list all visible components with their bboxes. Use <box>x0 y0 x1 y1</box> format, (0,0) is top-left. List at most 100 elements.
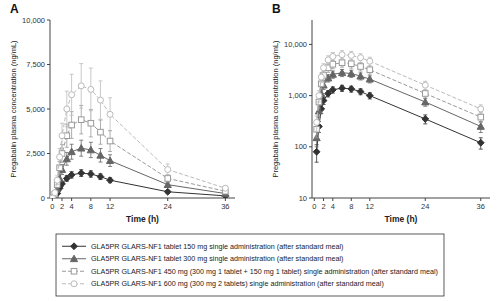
error-bar <box>315 116 319 131</box>
series <box>50 64 228 198</box>
x-tick-label: 24 <box>164 202 172 211</box>
marker <box>97 152 104 158</box>
error-bar <box>322 64 326 73</box>
legend-label: GLA5PR GLARS-NF1 450 mg (300 mg 1 tablet… <box>91 267 438 276</box>
marker <box>318 74 324 80</box>
marker <box>338 69 345 75</box>
series-line <box>317 55 481 123</box>
marker <box>87 171 94 178</box>
marker <box>366 76 373 82</box>
marker <box>78 117 84 123</box>
marker <box>422 116 429 123</box>
marker <box>321 65 327 71</box>
x-tick <box>425 198 426 201</box>
y-tick <box>309 95 312 96</box>
error-bar <box>79 64 83 109</box>
error-bar <box>479 113 483 123</box>
y-tick <box>309 44 312 45</box>
error-bar <box>319 73 323 82</box>
marker <box>98 129 104 135</box>
error-bar <box>70 112 74 139</box>
error-bar <box>166 175 170 182</box>
series <box>314 51 484 132</box>
x-tick <box>480 198 481 201</box>
error-bar <box>89 110 93 137</box>
error-bar <box>340 51 344 60</box>
x-axis-label: Time (h) <box>126 214 159 224</box>
marker <box>69 122 75 128</box>
series-line <box>317 88 481 152</box>
marker <box>348 61 354 67</box>
marker <box>330 61 336 67</box>
y-tick <box>47 153 50 154</box>
y-tick <box>309 146 312 147</box>
x-tick-label: 12 <box>366 202 374 211</box>
marker <box>68 171 75 178</box>
x-tick-label: 24 <box>421 202 429 211</box>
error-bar <box>89 68 93 111</box>
y-tick-label: 2,500 <box>26 149 45 158</box>
y-tick <box>47 198 50 199</box>
error-bar <box>60 123 64 148</box>
marker <box>52 190 58 196</box>
marker <box>422 82 428 88</box>
marker <box>78 145 85 151</box>
x-tick-label: 0 <box>50 202 54 211</box>
x-tick-label: 4 <box>331 202 335 211</box>
error-bar <box>368 57 372 66</box>
x-tick-label: 36 <box>221 202 229 211</box>
marker <box>71 281 77 287</box>
error-bar <box>108 131 112 152</box>
legend-label: GLA5PR GLARS-NF1 tablet 300 mg single ad… <box>91 254 343 263</box>
error-bar <box>166 164 170 175</box>
marker <box>330 54 336 60</box>
marker <box>88 86 94 92</box>
series <box>314 59 484 138</box>
marker <box>88 120 94 126</box>
error-bar <box>423 81 427 90</box>
panel-label: B <box>272 2 281 16</box>
panel-label: A <box>10 2 19 16</box>
x-tick-label: 4 <box>70 202 74 211</box>
error-bar <box>340 59 344 67</box>
marker <box>107 177 114 184</box>
y-tick-label: 100 <box>294 142 307 151</box>
marker <box>478 106 484 112</box>
marker <box>477 139 484 146</box>
x-tick-label: 2 <box>60 202 64 211</box>
error-bar <box>368 66 372 74</box>
x-tick-label: 36 <box>477 202 485 211</box>
marker <box>59 133 65 139</box>
error-bar <box>423 90 427 98</box>
x-axis-label: Time (h) <box>385 214 418 224</box>
y-tick-label: 7,500 <box>26 60 45 69</box>
marker <box>357 88 364 95</box>
marker <box>313 148 320 155</box>
error-bar <box>359 63 363 71</box>
series <box>50 105 228 198</box>
error-bar <box>479 105 483 114</box>
error-bar <box>359 54 363 63</box>
y-tick <box>47 109 50 110</box>
x-tick <box>332 198 333 201</box>
y-tick-label: 0 <box>41 194 45 203</box>
x-tick <box>167 198 168 201</box>
marker <box>367 58 373 64</box>
x-tick <box>225 198 226 201</box>
marker <box>478 114 484 120</box>
marker <box>339 85 346 92</box>
panel: 0248122436101001,00010,000Time (h)Pregab… <box>271 2 490 224</box>
marker <box>164 188 171 195</box>
marker <box>339 52 345 58</box>
legend-item: GLA5PR GLARS-NF1 tablet 150 mg single ad… <box>62 242 343 251</box>
error-bar <box>108 98 112 131</box>
legend-item: GLA5PR GLARS-NF1 600 mg (300 mg 2 tablet… <box>62 279 384 288</box>
marker <box>70 255 77 261</box>
y-tick-label: 10 <box>299 194 307 203</box>
error-bar <box>349 60 353 68</box>
plot-area <box>313 51 484 163</box>
marker <box>54 177 60 183</box>
marker <box>78 170 85 177</box>
y-tick-label: 10,000 <box>22 16 45 25</box>
marker <box>366 92 373 99</box>
